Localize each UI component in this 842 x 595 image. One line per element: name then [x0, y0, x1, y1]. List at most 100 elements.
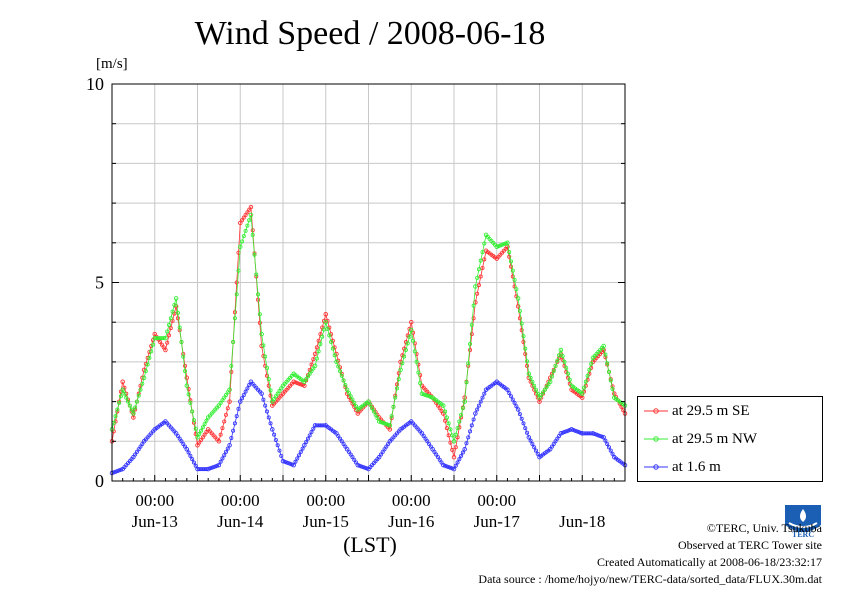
data-marker — [166, 322, 171, 327]
data-marker — [161, 336, 166, 341]
data-point — [451, 439, 457, 444]
data-marker — [375, 416, 380, 421]
data-point — [419, 391, 425, 396]
data-marker — [320, 334, 325, 339]
data-point — [216, 462, 222, 468]
data-marker — [471, 303, 476, 308]
data-marker — [389, 414, 394, 419]
data-marker — [266, 415, 271, 420]
data-marker — [293, 459, 298, 464]
data-marker — [329, 340, 334, 345]
data-marker — [362, 465, 367, 470]
data-marker — [186, 450, 191, 455]
data-marker — [286, 461, 291, 466]
data-point — [195, 435, 200, 440]
data-marker — [197, 432, 202, 437]
x-day-label: Jun-14 — [217, 512, 264, 531]
data-marker — [571, 428, 576, 433]
data-point — [462, 399, 467, 404]
data-marker — [346, 394, 351, 399]
data-marker — [380, 420, 385, 425]
data-point — [280, 458, 286, 464]
data-marker — [115, 407, 120, 412]
data-marker — [337, 436, 342, 441]
data-marker — [482, 241, 487, 246]
data-marker — [113, 469, 118, 474]
data-point — [312, 351, 318, 357]
chart-title: Wind Speed / 2008-06-18 — [194, 15, 546, 52]
data-marker — [300, 446, 305, 451]
data-marker — [498, 243, 503, 248]
data-marker — [295, 381, 300, 386]
data-marker — [525, 359, 530, 364]
x-day-label: Jun-13 — [132, 512, 178, 531]
legend-item-se: at 29.5 m SE — [644, 401, 750, 421]
data-point — [227, 443, 232, 448]
data-marker — [574, 429, 579, 434]
data-marker — [218, 432, 223, 437]
data-marker — [240, 396, 245, 401]
data-marker — [519, 321, 524, 326]
data-marker — [254, 272, 259, 277]
data-marker — [521, 421, 526, 426]
data-point — [547, 379, 553, 385]
data-marker — [457, 457, 462, 462]
data-marker — [241, 234, 246, 239]
data-point — [590, 431, 596, 436]
data-point — [601, 343, 606, 349]
data-marker — [566, 371, 571, 376]
data-marker — [268, 388, 273, 393]
data-marker — [459, 412, 464, 417]
data-marker — [396, 371, 401, 376]
data-marker — [567, 377, 572, 382]
data-marker — [127, 403, 132, 408]
data-marker — [606, 445, 611, 450]
data-marker — [423, 436, 428, 441]
data-marker — [204, 467, 209, 472]
data-marker — [359, 464, 364, 469]
data-marker — [573, 428, 578, 433]
data-point — [163, 347, 168, 353]
data-marker — [200, 425, 205, 430]
data-marker — [257, 320, 262, 325]
data-marker — [158, 340, 163, 345]
data-marker — [311, 357, 316, 362]
data-point — [558, 431, 564, 436]
x-axis-label: (LST) — [343, 532, 397, 557]
footer-copyright: ©TERC, Univ. Tsukuba — [706, 521, 822, 535]
data-marker — [266, 383, 271, 388]
data-marker — [175, 310, 180, 315]
data-point — [302, 443, 307, 448]
data-marker — [166, 333, 171, 338]
data-marker — [337, 369, 342, 374]
data-point — [473, 411, 478, 416]
data-marker — [150, 342, 155, 347]
data-marker — [542, 387, 547, 392]
data-point — [216, 439, 222, 444]
data-marker — [348, 452, 353, 457]
data-marker — [582, 385, 587, 390]
data-marker — [213, 464, 218, 469]
data-marker — [434, 452, 439, 457]
data-point — [505, 387, 510, 392]
data-marker — [218, 459, 223, 464]
data-marker — [307, 371, 312, 376]
data-marker — [539, 392, 544, 397]
data-marker — [368, 402, 373, 407]
data-marker — [482, 257, 487, 262]
data-marker — [199, 437, 204, 442]
data-marker — [448, 465, 453, 470]
data-marker — [403, 347, 408, 352]
data-point — [184, 446, 190, 452]
data-marker — [596, 433, 601, 438]
data-marker — [266, 377, 271, 382]
y-tick-label: 0 — [95, 471, 104, 491]
data-marker — [450, 433, 455, 438]
data-marker — [186, 387, 191, 392]
data-marker — [475, 407, 480, 412]
data-marker — [179, 340, 184, 345]
data-marker — [521, 334, 526, 339]
data-marker — [476, 283, 481, 288]
data-point — [312, 363, 318, 369]
terc-logo: TERC — [785, 505, 821, 539]
